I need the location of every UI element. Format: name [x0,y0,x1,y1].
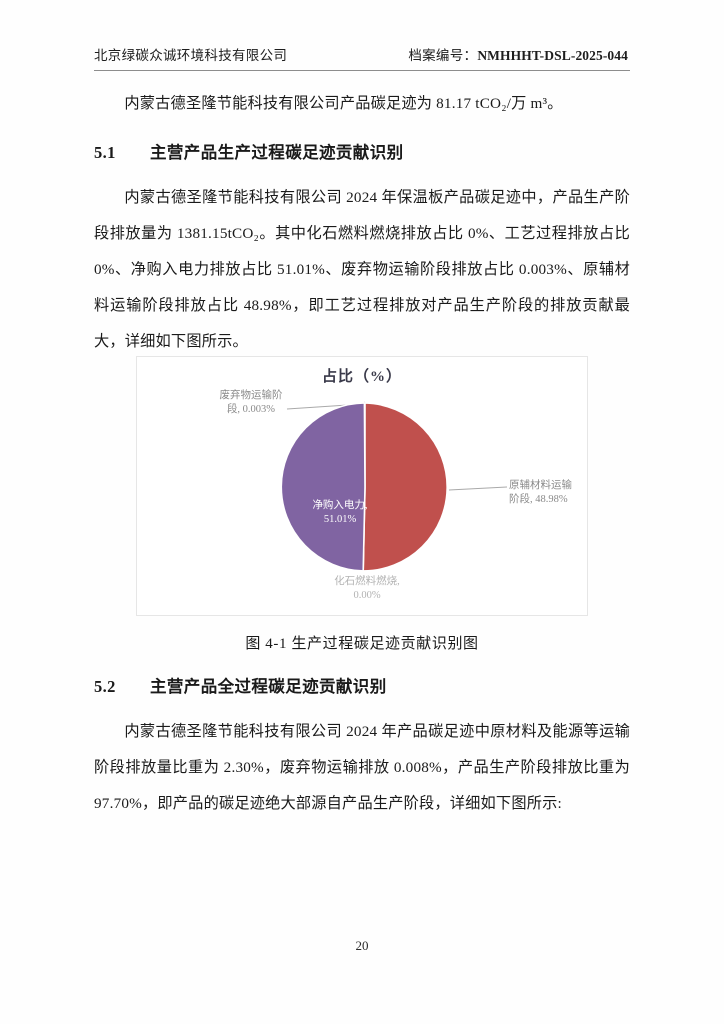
spacer [94,122,630,136]
section-51-paragraph: 内蒙古德圣隆节能科技有限公司 2024 年保温板产品碳足迹中，产品生产阶段排放量… [94,189,630,350]
content-upper: 内蒙古德圣隆节能科技有限公司产品碳足迹为 81.17 tCO₂/万 m³。 5.… [94,86,630,360]
chart-label-fossil-line1: 化石燃料燃烧, [334,576,400,587]
section-52-paragraph: 内蒙古德圣隆节能科技有限公司 2024 年产品碳足迹中原材料及能源等运输阶段排放… [94,723,630,812]
section-number-52: 5.2 [94,677,116,696]
intro-paragraph: 内蒙古德圣隆节能科技有限公司产品碳足迹为 81.17 tCO₂/万 m³。 [124,95,563,112]
chart-label-waste-line2: 段, 0.003% [226,404,276,415]
pie-slice-electricity [280,402,366,572]
page-number: 20 [355,938,369,953]
chart-label-electricity: 净购入电力, 51.01% [287,499,393,527]
archive-label: 档案编号： [408,48,478,63]
pie-svg [280,402,448,572]
chart-label-electricity-line2: 51.01% [323,514,357,525]
pie-slice-waste-transport [363,402,366,488]
chart-label-fossil-line2: 0.00% [353,590,381,601]
chart-label-electricity-line1: 净购入电力, [312,500,368,511]
spacer [94,170,630,180]
chart-label-waste-transport: 废弃物运输阶 段, 0.003% [203,389,299,417]
page-header: 北京绿碳众诚环境科技有限公司 档案编号：NMHHHT-DSL-2025-044 [94,44,630,64]
pie-chart-graphic [279,401,451,573]
pie-slice-material-transport [362,402,448,572]
header-archive-number: 档案编号：NMHHHT-DSL-2025-044 [408,44,628,64]
spacer [94,704,630,714]
header-company-name: 北京绿碳众诚环境科技有限公司 [94,48,288,63]
section-number-51: 5.1 [94,143,116,162]
section-heading-51: 5.1 主营产品生产过程碳足迹贡献识别 [94,136,630,170]
section-title-51: 主营产品生产过程碳足迹贡献识别 [150,143,404,162]
content-lower: 5.2 主营产品全过程碳足迹贡献识别 内蒙古德圣隆节能科技有限公司 2024 年… [94,670,630,822]
chart-label-fossil-fuel: 化石燃料燃烧, 0.00% [287,575,447,603]
chart-label-material-transport: 原辅材料运输 阶段, 48.98% [509,479,597,507]
pie-chart-figure: 占比（%） 废弃物运输阶 段, 0.003% 原辅材料运输 [136,356,588,616]
chart-label-waste-line1: 废弃物运输阶 [219,390,283,401]
section-heading-52: 5.2 主营产品全过程碳足迹贡献识别 [94,670,630,704]
header-divider [94,70,630,71]
chart-label-material-line2: 阶段, 48.98% [509,494,568,505]
chart-label-material-line1: 原辅材料运输 [509,480,572,491]
section-title-52: 主营产品全过程碳足迹贡献识别 [150,677,387,696]
figure-caption: 图 4-1 生产过程碳足迹贡献识别图 [245,636,479,652]
chart-title: 占比（%） [321,369,402,385]
archive-number-value: NMHHHT-DSL-2025-044 [477,48,628,63]
